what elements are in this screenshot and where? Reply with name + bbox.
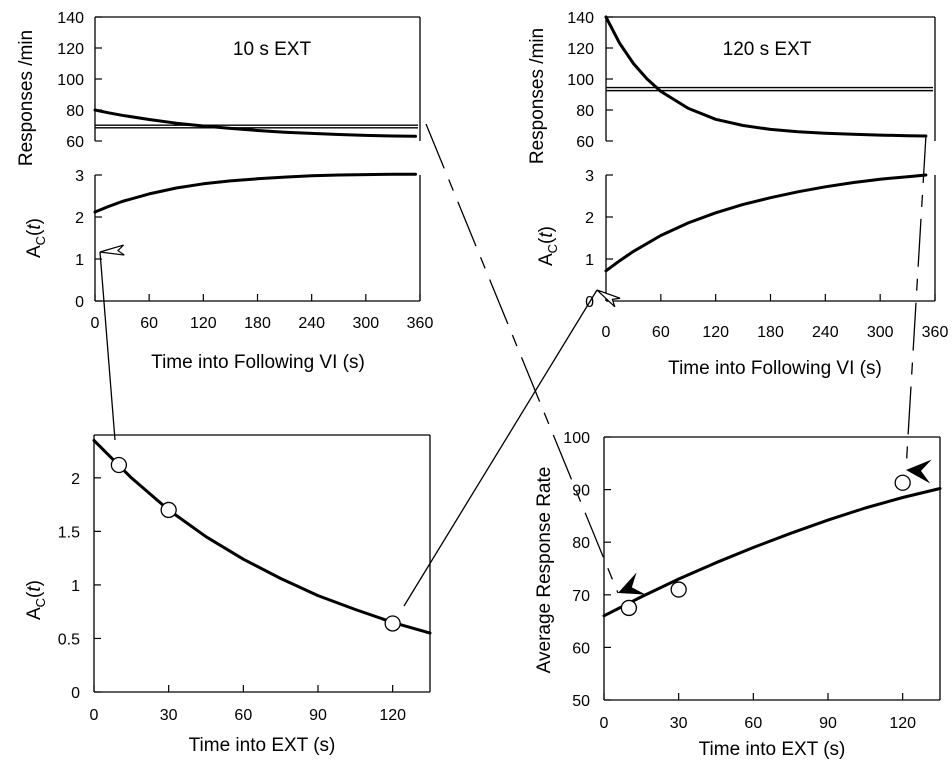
x-tick-label: 60 <box>652 324 670 341</box>
x-tick-label: 60 <box>234 707 252 724</box>
y-tick-label: 120 <box>57 41 84 58</box>
y-tick-label: 2 <box>585 210 594 227</box>
x-axis-label: Time into Following VI (s) <box>151 352 365 373</box>
x-axis-label: Time into Following VI (s) <box>668 358 882 379</box>
data-point <box>894 474 911 491</box>
connectors <box>99 123 932 607</box>
x-tick-label: 90 <box>819 715 837 732</box>
x-axis-label: Time into EXT (s) <box>699 739 846 760</box>
x-tick-label: 300 <box>867 324 894 341</box>
x-tick-label: 90 <box>309 707 327 724</box>
x-tick-label: 120 <box>702 324 729 341</box>
x-tick-label: 30 <box>670 715 688 732</box>
x-tick-label: 240 <box>812 324 839 341</box>
panel-ac-vs-ext: 0 0.5 1 1.5 2 0 30 60 90 120 Time into EXT (s) A… <box>24 434 432 756</box>
y-tick-label: 0 <box>75 294 84 311</box>
series-line <box>604 15 928 138</box>
panel-10s-ac: 0 1 2 3 0 60 120 180 240 300 360 Time into Follow… <box>24 168 433 373</box>
x-tick-label: 0 <box>91 315 100 332</box>
y-tick-label: 3 <box>585 168 594 185</box>
arrow-10s-to-top-left <box>99 244 125 441</box>
y-tick-label: 90 <box>572 483 590 500</box>
x-tick-label: 360 <box>922 324 949 341</box>
data-point <box>620 599 638 617</box>
panel-title: 10 s EXT <box>233 39 312 60</box>
y-tick-label: 50 <box>572 693 590 710</box>
x-tick-label: 0 <box>90 707 99 724</box>
dashed-arrow-10s-to-rate <box>425 123 646 595</box>
y-tick-label: 3 <box>75 168 84 185</box>
dashed-arrow-120s-to-rate <box>905 134 932 484</box>
series-line <box>93 172 417 214</box>
y-tick-label: 80 <box>576 103 594 120</box>
y-tick-label: 1 <box>585 252 594 269</box>
panel-10s-responses: 60 80 100 120 140 10 s EXT Responses /min <box>16 10 421 166</box>
y-axis-label: Responses /min <box>16 30 37 166</box>
y-axis-label: Average Response Rate <box>534 467 555 674</box>
y-tick-label: 1 <box>75 252 84 269</box>
x-tick-label: 180 <box>244 315 271 332</box>
y-tick-label: 100 <box>567 72 594 89</box>
x-tick-label: 0 <box>602 324 611 341</box>
y-tick-label: 60 <box>572 640 590 657</box>
x-tick-label: 300 <box>352 315 379 332</box>
y-tick-label: 1.5 <box>58 524 80 541</box>
x-tick-label: 0 <box>600 715 609 732</box>
y-tick-label: 80 <box>572 535 590 552</box>
series-line <box>92 438 432 635</box>
data-point <box>384 615 401 632</box>
y-tick-label: 1 <box>71 578 80 595</box>
x-tick-label: 180 <box>757 324 784 341</box>
data-point <box>160 501 177 519</box>
y-axis-label-ac: AC(t) <box>24 218 48 258</box>
panel-120s-responses: 60 80 100 120 140 120 s EXT Responses /min <box>527 10 936 164</box>
y-tick-label: 0.5 <box>58 631 80 648</box>
y-tick-label: 120 <box>567 41 594 58</box>
y-tick-label: 140 <box>567 10 594 27</box>
x-tick-label: 120 <box>190 315 217 332</box>
data-point <box>670 581 687 598</box>
x-tick-label: 120 <box>889 715 916 732</box>
y-tick-label: 60 <box>66 134 84 151</box>
x-tick-label: 30 <box>160 707 178 724</box>
x-tick-label: 240 <box>298 315 325 332</box>
y-tick-label: 100 <box>563 430 590 447</box>
y-tick-label: 2 <box>71 471 80 488</box>
y-axis-label-ac: AC(t) <box>536 226 560 266</box>
data-point <box>110 456 128 474</box>
y-tick-label: 140 <box>57 10 84 27</box>
x-axis-label: Time into EXT (s) <box>189 735 336 756</box>
x-tick-label: 120 <box>379 707 406 724</box>
y-tick-label: 2 <box>75 210 84 227</box>
series-line <box>602 487 942 618</box>
y-axis-label: Responses /min <box>527 28 548 164</box>
panel-average-rate: 50 60 70 80 90 100 0 30 60 90 120 Time into EXT (… <box>534 430 942 760</box>
y-tick-label: 70 <box>572 588 590 605</box>
x-tick-label: 60 <box>744 715 762 732</box>
panel-title: 120 s EXT <box>723 39 812 60</box>
series-line <box>604 173 928 273</box>
arrow-120s-to-top-right <box>403 289 621 607</box>
x-tick-label: 60 <box>140 315 158 332</box>
y-tick-label: 100 <box>57 72 84 89</box>
y-tick-label: 80 <box>66 103 84 120</box>
x-tick-label: 360 <box>407 315 434 332</box>
y-axis-label-ac: AC(t) <box>24 580 48 620</box>
y-tick-label: 60 <box>576 134 594 151</box>
series-line <box>93 108 417 138</box>
y-tick-label: 0 <box>71 685 80 702</box>
